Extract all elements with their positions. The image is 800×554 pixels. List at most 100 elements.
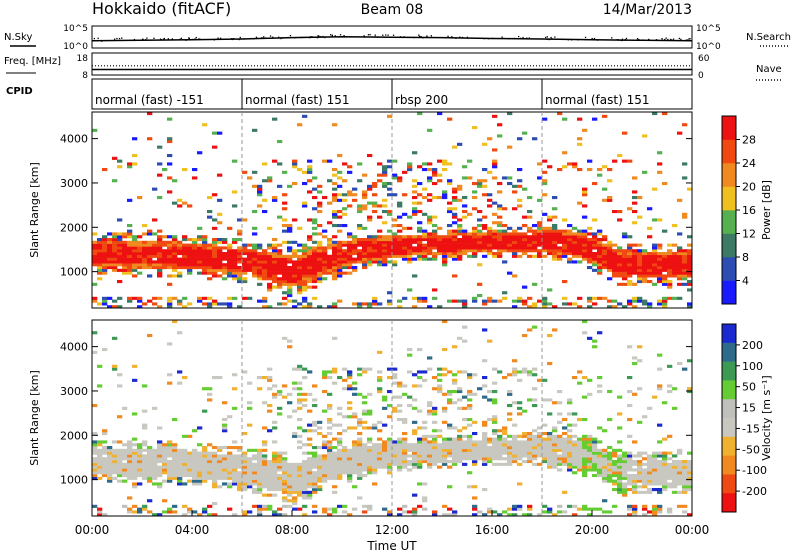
rti-cell [427, 168, 433, 172]
nsky-point [455, 37, 457, 39]
rti-cell [402, 510, 408, 514]
rti-cell [417, 235, 423, 239]
nsky-point [167, 38, 169, 40]
rti-cell [602, 249, 608, 253]
rti-cell [632, 221, 638, 225]
rti-cell [272, 254, 278, 258]
rti-cell [287, 280, 293, 284]
rti-cell [292, 490, 298, 494]
rti-cell [462, 165, 468, 169]
rti-cell [112, 367, 118, 371]
rti-cell [222, 277, 228, 281]
rti-cell [577, 457, 583, 461]
rti-cell [552, 401, 558, 405]
rti-cell [412, 432, 418, 436]
rti-cell [677, 232, 683, 236]
rti-cell [307, 159, 313, 163]
rti-cell [332, 260, 338, 264]
rti-cell [577, 249, 583, 253]
rti-cell [612, 465, 618, 469]
rti-cell [582, 451, 588, 455]
rti-cell [192, 471, 198, 475]
rti-cell [372, 238, 378, 242]
rti-cell [317, 201, 323, 205]
rti-cell [602, 460, 608, 464]
rti-cell [537, 451, 543, 455]
rti-cell [132, 468, 138, 472]
rti-cell [132, 240, 138, 244]
rti-cell [607, 479, 613, 483]
rti-cell [582, 457, 588, 461]
rti-cell [392, 454, 398, 458]
rti-cell [362, 254, 368, 258]
rti-cell [187, 451, 193, 455]
rti-cell [452, 243, 458, 247]
rti-cell [527, 434, 533, 438]
nsky-point [320, 36, 322, 38]
rti-cell [92, 249, 98, 253]
rti-cell [357, 204, 363, 208]
rti-cell [242, 468, 248, 472]
nsky-point [243, 38, 245, 40]
rti-cell [202, 246, 208, 250]
rti-cell [422, 448, 428, 452]
rti-cell [622, 457, 628, 461]
nsky-point [231, 38, 233, 40]
rti-cell [597, 460, 603, 464]
rti-cell [507, 451, 513, 455]
rti-cell [572, 376, 578, 380]
rti-cell [537, 446, 543, 450]
rti-cell [127, 263, 133, 267]
rti-cell [102, 462, 108, 466]
rti-cell [347, 384, 353, 388]
rti-cell [442, 260, 448, 264]
rti-cell [322, 462, 328, 466]
rti-cell [287, 488, 293, 492]
rti-cell [662, 485, 668, 489]
rti-cell [362, 226, 368, 230]
rti-cell [132, 465, 138, 469]
rti-cell [597, 240, 603, 244]
rti-cell [197, 243, 203, 247]
rti-cell [642, 254, 648, 258]
rti-cell [157, 440, 163, 444]
rti-cell [312, 271, 318, 275]
rti-cell [142, 266, 148, 270]
rti-cell [317, 460, 323, 464]
rti-cell [207, 398, 213, 402]
rti-cell [497, 204, 503, 208]
rti-cell [172, 246, 178, 250]
rti-cell [152, 468, 158, 472]
rti-cell [532, 398, 538, 402]
rti-cell [382, 204, 388, 208]
rti-cell [362, 207, 368, 211]
rti-cell [607, 243, 613, 247]
rti-cell [322, 196, 328, 200]
rti-cell [367, 215, 373, 219]
rti-cell [532, 437, 538, 441]
rti-cell [382, 446, 388, 450]
rti-cell [387, 448, 393, 452]
rti-cell [447, 423, 453, 427]
rti-cell [282, 229, 288, 233]
rti-cell [287, 184, 293, 188]
rti-cell [627, 468, 633, 472]
rti-cell [352, 426, 358, 430]
rti-cell [167, 299, 173, 303]
rti-cell [597, 471, 603, 475]
rti-cell [197, 151, 203, 155]
rti-cell [447, 443, 453, 447]
rti-cell [267, 474, 273, 478]
rti-cell [212, 376, 218, 380]
rti-cell [447, 507, 453, 511]
rti-cell [622, 493, 628, 497]
rti-cell [92, 504, 98, 508]
rti-cell [197, 476, 203, 480]
rti-cell [502, 246, 508, 250]
rti-cell [482, 423, 488, 427]
rti-cell [662, 282, 668, 286]
rti-cell [587, 507, 593, 511]
rti-cell [492, 390, 498, 394]
rti-cell [327, 246, 333, 250]
rti-cell [562, 462, 568, 466]
